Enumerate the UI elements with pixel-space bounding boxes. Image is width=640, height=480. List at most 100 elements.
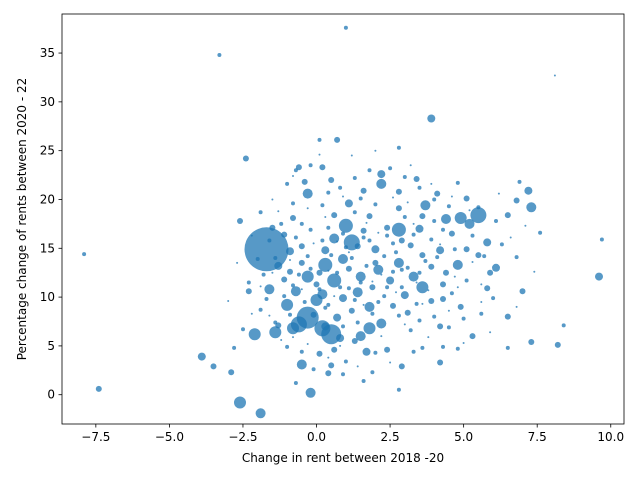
scatter-point [302, 188, 313, 199]
scatter-point [487, 269, 494, 276]
scatter-point [411, 232, 416, 237]
scatter-point [443, 269, 449, 276]
scatter-point [385, 285, 390, 290]
scatter-point [347, 251, 350, 254]
scatter-point [338, 254, 348, 264]
scatter-point [494, 219, 498, 223]
scatter-point [250, 234, 253, 237]
scatter-point [95, 385, 102, 392]
scatter-point [325, 370, 332, 377]
y-axis-label: Percentage change of rents between 2020 … [15, 78, 29, 361]
scatter-point [366, 213, 373, 220]
scatter-point [269, 224, 276, 231]
scatter-point [407, 242, 414, 249]
scatter-point [452, 247, 457, 252]
scatter-point [421, 302, 424, 305]
scatter-point [327, 269, 330, 272]
scatter-point [343, 359, 348, 364]
scatter-point [395, 188, 402, 195]
scatter-point [305, 387, 316, 398]
scatter-point [533, 270, 536, 273]
scatter-point [399, 285, 404, 290]
scatter-point [329, 253, 334, 258]
scatter-point [505, 345, 510, 350]
scatter-point [324, 216, 327, 218]
scatter-point [427, 289, 430, 292]
x-tick-label: −2.5 [228, 430, 257, 444]
scatter-point [428, 263, 435, 270]
scatter-point [326, 190, 331, 195]
scatter-point [355, 331, 366, 342]
scatter-point [371, 280, 374, 283]
scatter-point [519, 288, 526, 295]
scatter-point [526, 202, 537, 213]
scatter-point [351, 338, 358, 344]
scatter-point [391, 222, 406, 237]
scatter-point [399, 267, 404, 272]
scatter-point [197, 352, 206, 361]
scatter-point [298, 259, 305, 266]
scatter-point [461, 316, 466, 321]
scatter-point [342, 195, 344, 198]
scatter-point [343, 245, 348, 250]
scatter-point [441, 227, 445, 232]
scatter-point [450, 195, 453, 198]
scatter-point [328, 362, 335, 369]
scatter-point [391, 269, 395, 274]
scatter-point [336, 334, 345, 343]
scatter-point [339, 294, 347, 303]
scatter-point [454, 212, 467, 224]
x-axis-label: Change in rent between 2018 -20 [242, 451, 444, 465]
scatter-point [482, 254, 487, 259]
scatter-point [310, 311, 317, 318]
scatter-point [396, 387, 401, 392]
scatter-point [352, 176, 357, 180]
scatter-point [331, 346, 338, 353]
scatter-point [245, 288, 252, 295]
scatter-point [296, 359, 307, 370]
scatter-point [293, 381, 298, 385]
scatter-point [441, 214, 451, 224]
scatter-point [408, 328, 413, 333]
scatter-point [271, 271, 274, 274]
scatter-point [382, 294, 387, 299]
scatter-point [255, 408, 266, 419]
scatter-point [417, 185, 422, 190]
scatter-point [373, 350, 378, 355]
scatter-point [476, 205, 481, 210]
scatter-point [484, 285, 491, 292]
scatter-point [434, 190, 441, 197]
scatter-point [475, 252, 482, 259]
scatter-point [367, 168, 372, 173]
scatter-point [455, 346, 460, 351]
scatter-point [497, 192, 500, 195]
scatter-point [311, 367, 316, 372]
scatter-point [554, 341, 561, 348]
scatter-point [306, 207, 309, 210]
scatter-point [479, 311, 484, 316]
scatter-point [400, 291, 409, 300]
scatter-point [403, 323, 406, 326]
scatter-point [373, 202, 378, 207]
scatter-point [232, 345, 237, 350]
scatter-point [599, 237, 604, 242]
scatter-point [344, 199, 353, 208]
scatter-point [287, 322, 299, 335]
scatter-point [360, 227, 367, 234]
scatter-point [241, 327, 245, 332]
scatter-point [396, 145, 401, 150]
scatter-point [514, 255, 519, 260]
scatter-point [242, 155, 249, 162]
scatter-point [420, 200, 431, 211]
scatter-point [377, 231, 380, 234]
scatter-point [441, 344, 445, 349]
scatter-point [289, 259, 291, 261]
scatter-point [413, 176, 420, 182]
scatter-point [317, 289, 328, 300]
scatter-point [301, 270, 314, 283]
scatter-point [423, 259, 428, 263]
scatter-point [432, 219, 437, 223]
scatter-point [358, 196, 363, 201]
scatter-point [380, 273, 383, 276]
x-axis-ticks: −7.5 −5.0 −2.5 0.0 2.5 5.0 7.5 10.0 [81, 424, 624, 444]
